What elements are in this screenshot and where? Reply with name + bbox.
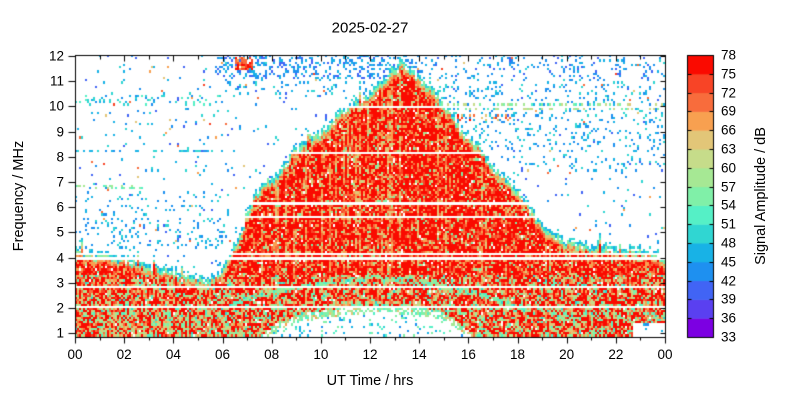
x-tick-label: 04 xyxy=(165,347,181,362)
y-axis-label: Frequency / MHz xyxy=(11,140,27,252)
colorbar-tick-label: 33 xyxy=(721,329,737,345)
colorbar-tick-label: 60 xyxy=(721,160,737,176)
y-tick-label: 4 xyxy=(56,250,64,266)
colorbar-tick-label: 54 xyxy=(721,197,737,213)
x-tick-label: 18 xyxy=(509,347,526,362)
y-tick-label: 8 xyxy=(56,149,64,165)
chart-title: 2025-02-27 xyxy=(331,19,409,37)
y-tick-label: 3 xyxy=(56,275,64,291)
y-tick-label: 6 xyxy=(56,199,64,215)
x-tick-label: 22 xyxy=(608,347,624,362)
y-tick-label: 9 xyxy=(56,124,64,140)
colorbar-tick-label: 69 xyxy=(721,103,737,119)
colorbar-tick-label: 48 xyxy=(721,235,737,251)
x-tick-label: 10 xyxy=(313,347,329,362)
y-tick-label: 1 xyxy=(56,325,64,341)
colorbar-tick-label: 39 xyxy=(721,291,737,307)
x-axis-label: UT Time / hrs xyxy=(326,373,414,389)
x-tick-label: 14 xyxy=(411,347,427,362)
colorbar-tick-label: 36 xyxy=(721,310,737,326)
x-tick-label: 02 xyxy=(116,347,132,362)
colorbar-tick-label: 42 xyxy=(721,273,737,289)
colorbar-tick-label: 57 xyxy=(721,179,737,195)
y-tick-label: 11 xyxy=(49,73,64,89)
colorbar-tick-label: 51 xyxy=(721,216,737,232)
x-tick-label: 12 xyxy=(362,347,378,362)
colorbar-tick-label: 63 xyxy=(721,141,737,157)
x-tick-label: 06 xyxy=(214,347,231,362)
colorbar-tick-label: 78 xyxy=(721,47,737,63)
x-tick-label: 20 xyxy=(559,347,575,362)
y-tick-label: 5 xyxy=(56,224,64,240)
colorbar-label: Signal Amplitude / dB xyxy=(753,127,769,265)
colorbar-tick-label: 75 xyxy=(721,66,737,82)
x-tick-label: 08 xyxy=(264,347,280,362)
y-tick-label: 10 xyxy=(48,98,64,114)
colorbar-tick-label: 66 xyxy=(721,122,737,138)
y-tick-label: 2 xyxy=(56,300,64,316)
colorbar-tick-label: 45 xyxy=(721,254,737,270)
x-tick-label: 00 xyxy=(657,347,673,362)
y-tick-label: 12 xyxy=(48,48,64,64)
x-tick-label: 00 xyxy=(67,347,83,362)
colorbar-tick-label: 72 xyxy=(721,85,737,101)
x-tick-label: 16 xyxy=(460,347,476,362)
y-tick-label: 7 xyxy=(56,174,64,190)
